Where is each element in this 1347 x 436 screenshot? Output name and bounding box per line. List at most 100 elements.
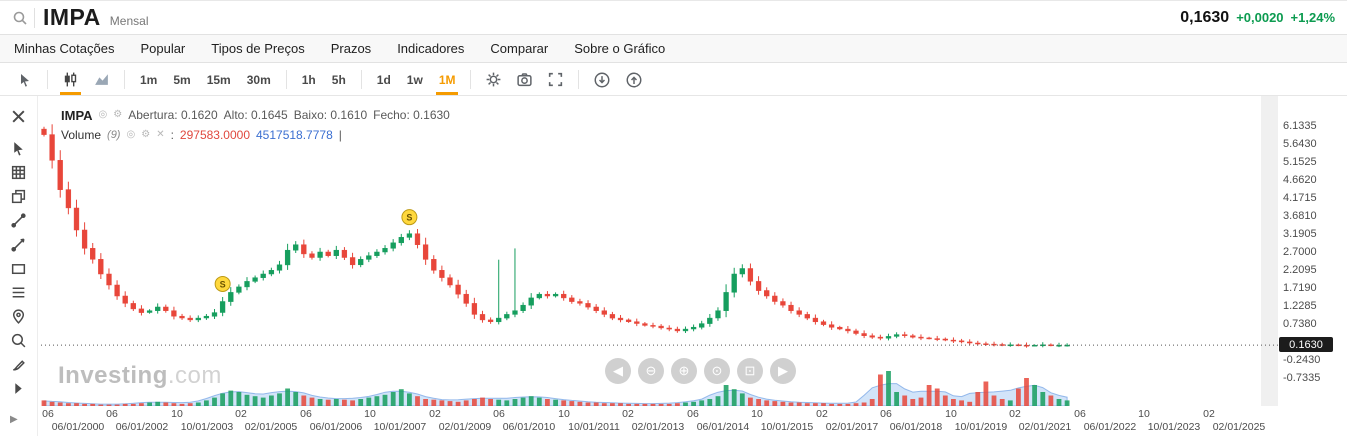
price-axis-label: -0.7335 bbox=[1283, 372, 1321, 384]
fib-lines-icon[interactable] bbox=[10, 284, 27, 301]
time-axis-major-label: 06/01/2010 bbox=[502, 421, 556, 433]
zoom-reset-button[interactable]: ⊙ bbox=[704, 358, 730, 384]
chart-legend: IMPA ◎ ⚙ Abertura: 0.1620 Alto: 0.1645 B… bbox=[61, 105, 450, 145]
screenshot-camera-icon[interactable] bbox=[509, 64, 540, 95]
volume-label: Volume bbox=[61, 128, 102, 142]
timeframe-1d-button[interactable]: 1d bbox=[376, 72, 391, 87]
settings-gear-icon[interactable] bbox=[478, 64, 509, 95]
time-axis-minor-label: 06 bbox=[1074, 408, 1086, 420]
visibility-icon[interactable]: ◎ bbox=[98, 109, 108, 120]
high-value: 0.1645 bbox=[251, 108, 288, 122]
menu-bar: Minhas Cotações Popular Tipos de Preços Pra… bbox=[0, 34, 1347, 63]
time-axis-minor-label: 10 bbox=[364, 408, 376, 420]
timeframe-1h-button[interactable]: 1h bbox=[301, 72, 316, 87]
pan-left-button[interactable]: ◀ bbox=[605, 358, 631, 384]
svg-text:S: S bbox=[406, 213, 412, 223]
price-axis-label: 2.7000 bbox=[1283, 246, 1317, 258]
timeframe-1w-button[interactable]: 1w bbox=[406, 72, 423, 87]
cursor-icon[interactable] bbox=[10, 64, 40, 95]
price-axis-label: 3.1905 bbox=[1283, 228, 1317, 240]
collapse-icon[interactable] bbox=[10, 380, 27, 397]
menu-item-minhas-cota-es[interactable]: Minhas Cotações bbox=[14, 41, 115, 56]
candlestick-chart-icon[interactable] bbox=[55, 64, 86, 95]
fullscreen-icon[interactable] bbox=[540, 64, 571, 95]
menu-item-comparar[interactable]: Comparar bbox=[490, 41, 549, 56]
timeframe-30m-button[interactable]: 30m bbox=[246, 72, 271, 87]
brush-icon[interactable] bbox=[10, 356, 27, 373]
time-axis-major-label: 10/01/2011 bbox=[568, 421, 620, 433]
time-axis-major-label: 06/01/2002 bbox=[115, 421, 169, 433]
toolbar-separator bbox=[360, 70, 362, 89]
time-axis-minor-label: 10 bbox=[945, 408, 957, 420]
timeframe-5h-button[interactable]: 5h bbox=[331, 72, 346, 87]
menu-item-indicadores[interactable]: Indicadores bbox=[397, 41, 465, 56]
settings-icon[interactable]: ⚙ bbox=[113, 109, 123, 120]
timeframe-5m-button[interactable]: 5m bbox=[173, 72, 191, 87]
toolbar-separator bbox=[124, 70, 125, 89]
expand-toolbar-icon[interactable]: ▶ bbox=[10, 414, 18, 425]
toolbar-separator bbox=[470, 70, 472, 89]
pan-mode-button[interactable]: ⊡ bbox=[737, 358, 763, 384]
price-axis[interactable]: 0.1630 6.1335 5.6430 5.1525 4.6620 4.1715 3.6… bbox=[1278, 96, 1347, 406]
shapes-icon[interactable] bbox=[10, 260, 27, 277]
low-label: Baixo: bbox=[293, 108, 328, 122]
price-axis-label: 5.6430 bbox=[1283, 138, 1317, 150]
time-axis[interactable]: 06 06/01/2000 06 06/01/2002 10 10/01/2003 02 02… bbox=[37, 406, 1278, 436]
time-axis-minor-label: 10 bbox=[558, 408, 570, 420]
upload-circle-icon[interactable] bbox=[618, 64, 650, 95]
settings-icon[interactable]: ⚙ bbox=[141, 129, 151, 140]
time-axis-minor-label: 02 bbox=[429, 408, 441, 420]
header-divider bbox=[34, 7, 35, 28]
time-axis-minor-label: 06 bbox=[42, 408, 54, 420]
time-axis-major-label: 02/01/2013 bbox=[631, 421, 685, 433]
price-block: 0,1630 +0,0020 +1,24% bbox=[1180, 9, 1335, 27]
time-axis-minor-label: 06 bbox=[300, 408, 312, 420]
menu-item-sobre-o-gr-fico[interactable]: Sobre o Gráfico bbox=[574, 41, 666, 56]
price-chart[interactable]: SS bbox=[37, 96, 1278, 406]
toolbar-separator bbox=[578, 70, 580, 89]
timeframe-1M-button[interactable]: 1M bbox=[431, 64, 464, 95]
time-axis-major-label: 10/01/2003 bbox=[180, 421, 234, 433]
search-icon[interactable] bbox=[12, 10, 28, 26]
event-marker-S[interactable]: S bbox=[214, 275, 231, 292]
price-axis-label: 3.6810 bbox=[1283, 210, 1317, 222]
time-axis-minor-label: 06 bbox=[880, 408, 892, 420]
symbol-title: IMPA bbox=[43, 4, 101, 30]
visibility-icon[interactable]: ◎ bbox=[126, 129, 136, 140]
chart-nav-buttons: ◀ ⊖ ⊕ ⊙ ⊡ ▶ bbox=[605, 358, 796, 384]
duplicate-icon[interactable] bbox=[10, 188, 27, 205]
timeframe-15m-button[interactable]: 15m bbox=[206, 72, 231, 87]
price-change: +0,0020 bbox=[1236, 9, 1284, 25]
price-axis-label: 5.1525 bbox=[1283, 156, 1317, 168]
timeframe-1m-button[interactable]: 1m bbox=[140, 72, 158, 87]
pin-icon[interactable] bbox=[10, 308, 27, 325]
crosshair-cursor-icon[interactable] bbox=[10, 140, 27, 157]
open-value: 0.1620 bbox=[180, 108, 218, 122]
trendline-icon[interactable] bbox=[10, 212, 27, 229]
time-axis-minor-label: 10 bbox=[171, 408, 183, 420]
timeframe-label: Mensal bbox=[109, 13, 149, 28]
close-icon[interactable] bbox=[10, 108, 27, 125]
volume-value: 297583.0000 bbox=[179, 128, 250, 142]
grid-icon[interactable] bbox=[10, 164, 27, 181]
zoom-out-button[interactable]: ⊖ bbox=[638, 358, 664, 384]
ray-icon[interactable] bbox=[10, 236, 27, 253]
download-circle-icon[interactable] bbox=[586, 64, 618, 95]
menu-item-tipos-de-pre-os[interactable]: Tipos de Preços bbox=[211, 41, 305, 56]
zoom-in-button[interactable]: ⊕ bbox=[671, 358, 697, 384]
toolbar-separator bbox=[47, 70, 48, 89]
magnify-icon[interactable] bbox=[10, 332, 27, 349]
menu-item-popular[interactable]: Popular bbox=[140, 41, 186, 56]
header: IMPA Mensal 0,1630 +0,0020 +1,24% bbox=[0, 1, 1347, 34]
time-axis-major-label: 02/01/2017 bbox=[825, 421, 879, 433]
pan-right-button[interactable]: ▶ bbox=[770, 358, 796, 384]
close-icon[interactable]: ✕ bbox=[156, 129, 165, 140]
menu-item-prazos[interactable]: Prazos bbox=[330, 41, 372, 56]
price-change-pct: +1,24% bbox=[1290, 9, 1335, 25]
time-axis-major-label: 10/01/2019 bbox=[954, 421, 1008, 433]
time-axis-minor-label: 02 bbox=[235, 408, 247, 420]
event-marker-S[interactable]: S bbox=[401, 209, 418, 226]
area-chart-icon[interactable] bbox=[86, 64, 117, 95]
close-value: 0.1630 bbox=[413, 108, 450, 122]
